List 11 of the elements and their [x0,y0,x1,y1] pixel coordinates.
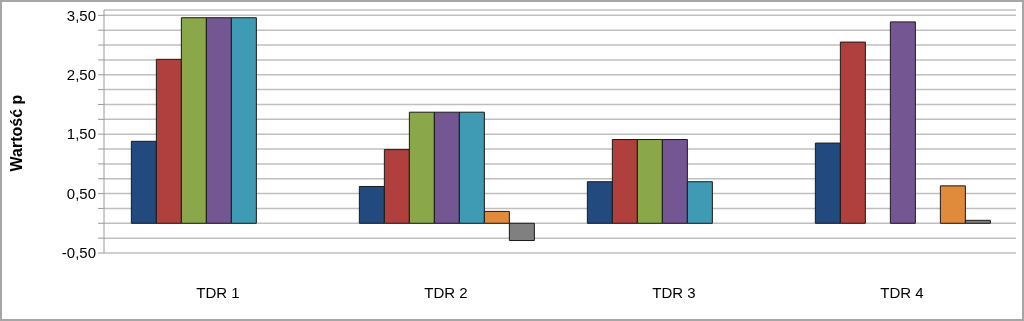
y-tick-label: 1,50 [66,125,96,143]
y-tick-label: 3,50 [66,6,96,24]
y-tick-label: -0,50 [61,244,96,262]
x-tick-label: TDR 2 [424,283,468,301]
y-tick-label: 2,50 [66,66,96,84]
y-tick-label: 0,50 [66,184,96,202]
x-tick-label: TDR 1 [196,283,240,301]
x-tick-label: TDR 3 [652,283,696,301]
x-tick-label: TDR 4 [880,283,924,301]
bar [889,21,916,224]
y-axis-title: Wartość p [7,94,25,172]
